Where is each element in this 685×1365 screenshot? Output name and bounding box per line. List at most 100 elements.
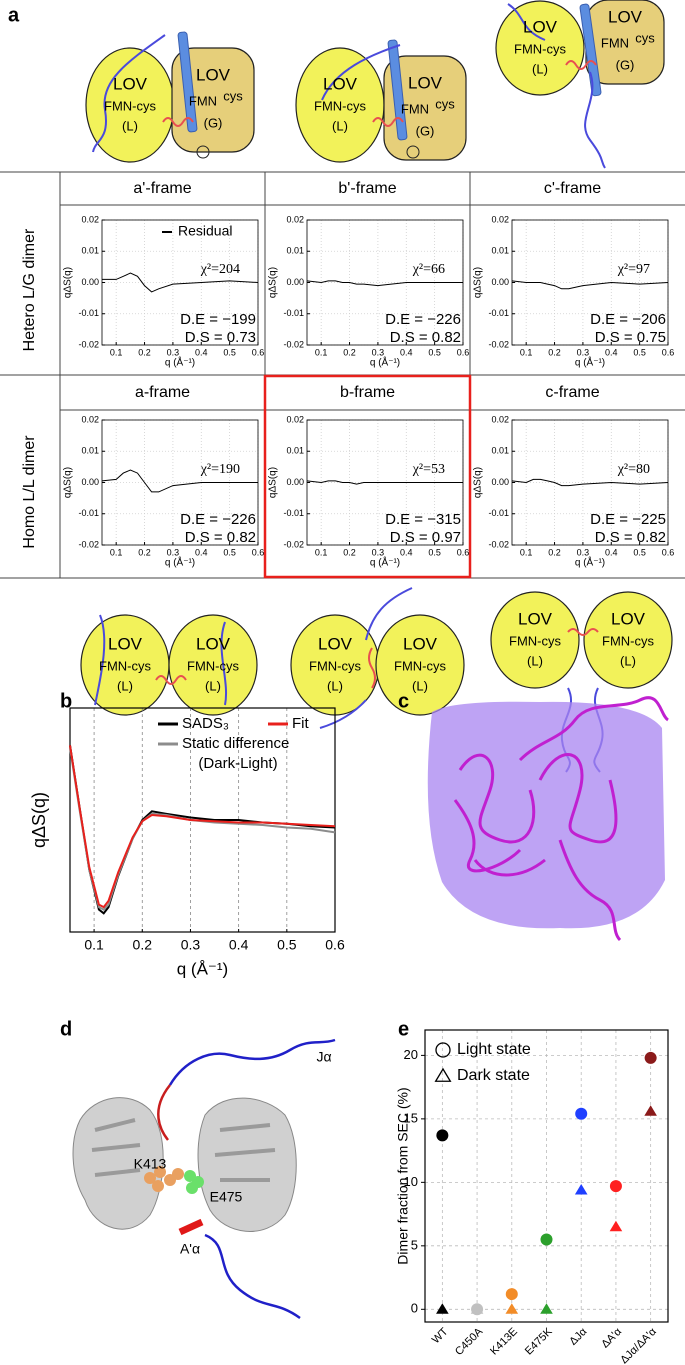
x-tick-label: 0.5 bbox=[223, 347, 236, 357]
annotation: D.S = 0.97 bbox=[390, 529, 461, 546]
y-tick-label: 0.01 bbox=[81, 446, 99, 456]
x-tick-label: 0.1 bbox=[315, 347, 328, 357]
domain-label: (G) bbox=[416, 123, 435, 138]
x-axis-label: q (Å⁻¹) bbox=[370, 556, 400, 569]
annotation: χ²=97 bbox=[617, 262, 650, 277]
marker-triangle bbox=[505, 1303, 519, 1314]
x-tick-label: 0.3 bbox=[167, 547, 180, 557]
protein-structure bbox=[72, 1038, 336, 1320]
data-line bbox=[101, 469, 258, 493]
annotation: χ²=80 bbox=[617, 462, 650, 477]
annotation: D.E = −206 bbox=[590, 311, 666, 328]
legend-label: Static difference bbox=[182, 735, 289, 752]
x-tick-label: ΔA'α bbox=[599, 1325, 624, 1350]
highlight-box bbox=[263, 374, 472, 579]
y-tick-label: 0 bbox=[411, 1301, 418, 1316]
y-tick-label: 0.02 bbox=[286, 214, 304, 224]
x-tick-label: 0.1 bbox=[520, 547, 533, 557]
x-axis-label: q (Å⁻¹) bbox=[165, 556, 195, 569]
x-tick-label: 0.4 bbox=[605, 547, 618, 557]
x-tick-label: 0.4 bbox=[195, 547, 208, 557]
domain-label: cys bbox=[223, 88, 243, 103]
data-line bbox=[69, 747, 336, 911]
frame-title: a'-frame bbox=[133, 180, 191, 197]
y-tick-label: -0.01 bbox=[488, 508, 509, 518]
y-tick-label: 0.00 bbox=[491, 477, 509, 487]
domain-label: LOV bbox=[108, 634, 143, 653]
legend-label: Residual bbox=[178, 223, 232, 239]
x-tick-label: 0.6 bbox=[457, 347, 470, 357]
domain-label: LOV bbox=[113, 74, 148, 93]
y-tick-label: -0.02 bbox=[488, 539, 509, 549]
domain-label: LOV bbox=[403, 634, 438, 653]
y-tick-label: 0.02 bbox=[81, 414, 99, 424]
x-tick-label: 0.6 bbox=[662, 347, 675, 357]
legend-label: Light state bbox=[457, 1041, 531, 1058]
domain-label: (G) bbox=[204, 115, 223, 130]
domain-label: LOV bbox=[523, 17, 558, 36]
marker-triangle bbox=[540, 1303, 553, 1314]
annotation: D.S = 0.73 bbox=[185, 329, 256, 346]
y-tick-label: 20 bbox=[404, 1047, 418, 1062]
x-tick-label: 0.4 bbox=[400, 547, 413, 557]
y-tick-label: -0.02 bbox=[488, 339, 509, 349]
data-line bbox=[306, 280, 463, 287]
domain-label: LOV bbox=[196, 634, 231, 653]
y-tick-label: 0.01 bbox=[81, 246, 99, 256]
y-tick-label: 0.01 bbox=[491, 446, 509, 456]
marker-triangle bbox=[609, 1220, 623, 1232]
x-tick-label: 0.2 bbox=[548, 547, 561, 557]
x-axis-label: q (Å⁻¹) bbox=[177, 959, 228, 978]
x-tick-label: 0.4 bbox=[605, 347, 618, 357]
marker-circle bbox=[644, 1051, 657, 1064]
domain-label: (L) bbox=[332, 118, 348, 133]
annotation: χ²=66 bbox=[412, 262, 445, 277]
frame-title: c-frame bbox=[545, 384, 599, 401]
domain-label: FMN bbox=[601, 35, 629, 50]
x-tick-label: 0.3 bbox=[577, 347, 590, 357]
y-tick-label: 15 bbox=[404, 1110, 418, 1125]
domain-label: LOV bbox=[318, 634, 353, 653]
y-tick-label: -0.02 bbox=[283, 339, 304, 349]
annotation: D.S = 0.82 bbox=[185, 529, 256, 546]
x-tick-label: 0.6 bbox=[252, 347, 265, 357]
y-axis-label: qΔS(q) bbox=[63, 267, 74, 298]
domain-label: LOV bbox=[518, 609, 553, 628]
y-tick-label: 0.00 bbox=[81, 277, 99, 287]
y-tick-label: -0.01 bbox=[488, 308, 509, 318]
y-tick-label: 0.02 bbox=[81, 214, 99, 224]
y-tick-label: -0.02 bbox=[283, 539, 304, 549]
domain-label: (L) bbox=[532, 61, 548, 76]
x-tick-label: 0.5 bbox=[277, 937, 297, 953]
x-tick-label: 0.1 bbox=[520, 347, 533, 357]
annotation: D.E = −199 bbox=[180, 311, 256, 328]
domain-label: FMN bbox=[189, 93, 217, 108]
domain-shape bbox=[490, 591, 580, 689]
x-tick-label: 0.3 bbox=[372, 347, 385, 357]
x-tick-label: 0.5 bbox=[428, 347, 441, 357]
y-tick-label: -0.01 bbox=[78, 308, 99, 318]
annotation: D.E = −225 bbox=[590, 511, 666, 528]
panel-label: c bbox=[398, 690, 409, 712]
data-line bbox=[306, 480, 463, 485]
domain-label: FMN-cys bbox=[104, 98, 156, 113]
domain-label: FMN-cys bbox=[602, 633, 654, 648]
marker-circle bbox=[436, 1129, 449, 1142]
y-tick-label: -0.01 bbox=[283, 508, 304, 518]
domain-label: FMN bbox=[401, 101, 429, 116]
y-tick-label: 0.00 bbox=[286, 277, 304, 287]
domain-shape bbox=[375, 614, 465, 716]
panel-label: a bbox=[8, 4, 20, 26]
legend-label: Dark state bbox=[457, 1067, 530, 1084]
domain-label: FMN-cys bbox=[187, 658, 239, 673]
domain-label: (G) bbox=[616, 57, 635, 72]
x-tick-label: 0.4 bbox=[195, 347, 208, 357]
domain-label: FMN-cys bbox=[314, 98, 366, 113]
domain-label: (L) bbox=[412, 678, 428, 693]
marker-triangle bbox=[436, 1303, 449, 1314]
x-tick-label: K413E bbox=[488, 1326, 520, 1358]
domain-label: FMN-cys bbox=[394, 658, 446, 673]
annotation: χ²=190 bbox=[200, 462, 240, 477]
domain-label: cys bbox=[435, 96, 455, 111]
